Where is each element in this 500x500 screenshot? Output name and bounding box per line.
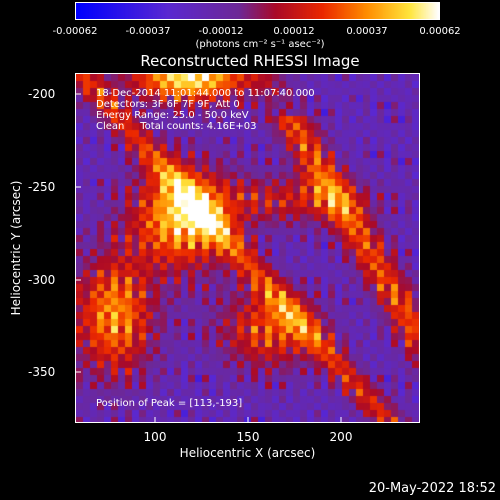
y-tick-label: -350 bbox=[28, 365, 56, 379]
colorbar-tick-label: -0.00012 bbox=[198, 26, 244, 37]
rhessi-image bbox=[76, 74, 419, 422]
y-tick-label: -250 bbox=[28, 180, 56, 194]
colorbar-tick-label: 0.00037 bbox=[346, 26, 388, 37]
colorbar-gradient bbox=[76, 3, 439, 19]
image-title: Reconstructed RHESSI Image bbox=[140, 52, 360, 70]
detectors-text: Detectors: 3F 6F 7F 9F, Att 0 bbox=[96, 99, 240, 110]
timestamp: 20-May-2022 18:52 bbox=[368, 481, 496, 496]
y-axis-label: Heliocentric Y (arcsec) bbox=[9, 180, 23, 316]
image-panel: 18-Dec-2014 11:01:44.000 to 11:07:40.000… bbox=[75, 73, 420, 423]
y-tick-label: -300 bbox=[28, 273, 56, 287]
colorbar-tick-label: 0.00062 bbox=[419, 26, 461, 37]
x-tick-label: 200 bbox=[329, 430, 353, 444]
time-range-text: 18-Dec-2014 11:01:44.000 to 11:07:40.000 bbox=[96, 88, 315, 99]
colorbar-tick-label: -0.00037 bbox=[125, 26, 171, 37]
colorbar-tick-label: 0.00012 bbox=[273, 26, 315, 37]
x-tick-label: 100 bbox=[143, 430, 167, 444]
x-axis-label: Heliocentric X (arcsec) bbox=[179, 446, 316, 460]
x-tick-label: 150 bbox=[236, 430, 260, 444]
peak-position-text: Position of Peak = [113,-193] bbox=[96, 398, 243, 409]
y-tick-label: -200 bbox=[28, 87, 56, 101]
colorbar-tick-label: -0.00062 bbox=[52, 26, 98, 37]
clean-text: Clean Total counts: 4.16E+03 bbox=[96, 121, 257, 132]
colorbar-units: (photons cm⁻² s⁻¹ asec⁻²) bbox=[195, 39, 325, 50]
colorbar bbox=[75, 2, 440, 20]
energy-range-text: Energy Range: 25.0 - 50.0 keV bbox=[96, 110, 249, 121]
